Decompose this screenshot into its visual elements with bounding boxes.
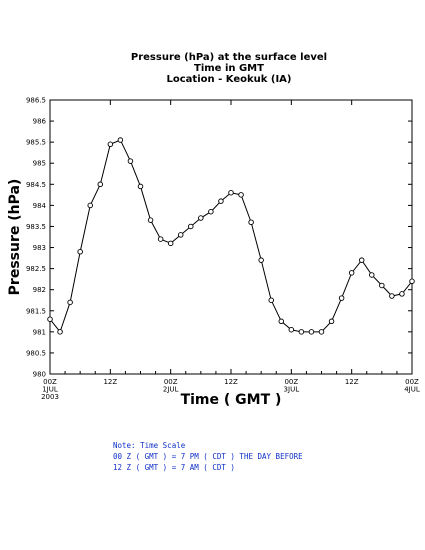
data-point — [318, 329, 325, 335]
data-point — [137, 183, 144, 190]
data-point — [399, 291, 405, 297]
y-tick-label: 981.5 — [26, 307, 46, 315]
x-tick-label: 00Z — [284, 378, 298, 386]
x-tick-label: 2003 — [41, 393, 59, 401]
x-tick-label: 12Z — [345, 378, 359, 386]
data-point — [208, 208, 214, 215]
data-point — [238, 192, 244, 198]
y-tick-label: 986.5 — [26, 97, 46, 105]
pressure-series-points — [47, 137, 415, 335]
plot-frame — [49, 99, 413, 375]
data-point — [87, 202, 93, 209]
note-line-2: 00 Z ( GMT ) = 7 PM ( CDT ) THE DAY BEFO… — [113, 452, 303, 461]
data-point — [298, 329, 305, 335]
data-point — [157, 236, 164, 242]
data-point — [127, 158, 134, 164]
y-axis-label: Pressure (hPa) — [7, 179, 23, 296]
y-tick-label: 982.5 — [26, 265, 46, 273]
pressure-series-line — [49, 139, 413, 333]
note-line-3: 12 Z ( GMT ) = 7 AM ( CDT ) — [113, 463, 235, 472]
y-tick-label: 980 — [33, 371, 46, 379]
data-point — [379, 282, 385, 289]
y-tick-label: 984 — [33, 202, 47, 210]
data-point — [218, 198, 224, 204]
data-point — [369, 272, 375, 278]
chart-title-line-3: Location - Keokuk (IA) — [167, 74, 292, 85]
x-tick-label: 12Z — [103, 378, 117, 386]
y-tick-label: 982 — [33, 286, 46, 294]
y-tick-label: 985 — [33, 160, 46, 168]
data-point — [328, 318, 335, 325]
x-tick-label: 12Z — [224, 378, 238, 386]
data-point — [107, 141, 114, 148]
data-point — [77, 249, 83, 255]
data-point — [268, 297, 274, 303]
chart-title: Pressure (hPa) at the surface levelTime … — [131, 52, 327, 85]
x-tick-label: 00Z — [164, 378, 178, 386]
data-point — [308, 329, 315, 335]
data-point — [389, 293, 395, 299]
data-point — [338, 295, 345, 301]
y-tick-label: 980.5 — [26, 349, 46, 357]
data-point — [258, 257, 264, 263]
data-point — [117, 137, 124, 143]
data-point — [97, 181, 104, 188]
data-point — [177, 232, 184, 238]
y-axis-ticks: 980 980.5 981 981.5 982 982.5 983 983.5 984 984.5… — [26, 97, 412, 379]
note-line-1: Note: Time Scale — [113, 441, 186, 450]
data-point — [47, 316, 53, 322]
x-tick-label: 1JUL — [42, 386, 58, 394]
y-tick-label: 981 — [33, 328, 46, 336]
x-tick-label: 00Z — [405, 378, 419, 386]
data-point — [228, 189, 234, 196]
data-point — [348, 270, 355, 276]
data-point — [198, 215, 204, 221]
data-point — [409, 278, 415, 285]
data-point — [278, 318, 285, 325]
chart-title-line-1: Pressure (hPa) at the surface level — [131, 52, 327, 63]
data-point — [288, 326, 295, 333]
y-tick-label: 985.5 — [26, 139, 46, 147]
chart-title-line-2: Time in GMT — [194, 63, 264, 74]
y-tick-label: 986 — [33, 118, 47, 126]
data-point — [248, 219, 254, 225]
y-tick-label: 983 — [33, 244, 46, 252]
x-tick-label: 2JUL — [163, 386, 179, 394]
x-tick-label: 3JUL — [284, 386, 300, 394]
x-tick-label: 00Z — [43, 378, 57, 386]
data-point — [57, 329, 63, 335]
data-point — [147, 217, 154, 223]
y-tick-label: 984.5 — [26, 181, 46, 189]
data-point — [188, 223, 194, 230]
time-scale-note: Note: Time Scale 00 Z ( GMT ) = 7 PM ( C… — [113, 440, 303, 473]
x-tick-label: 4JUL — [404, 386, 420, 394]
y-tick-label: 983.5 — [26, 223, 46, 231]
data-point — [358, 257, 365, 263]
data-point — [67, 299, 73, 306]
x-axis-label: Time ( GMT ) — [181, 392, 282, 408]
data-point — [167, 240, 174, 247]
